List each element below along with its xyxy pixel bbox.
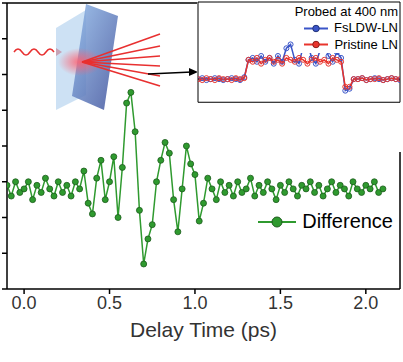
svg-text:2.0: 2.0 [353, 293, 378, 313]
svg-text:0.5: 0.5 [97, 293, 122, 313]
html-text:FsLDW-LN: FsLDW-LN [334, 20, 398, 36]
html-text:Probed at 400 nm: Probed at 400 nm [294, 4, 398, 19]
html-text:Difference: Difference [302, 210, 393, 232]
svg-text:0.0: 0.0 [12, 293, 37, 313]
html-text:Pristine LN: Pristine LN [334, 36, 398, 52]
svg-text:Delay Time (ps): Delay Time (ps) [130, 318, 277, 341]
svg-text:1.5: 1.5 [268, 293, 293, 313]
svg-text:1.0: 1.0 [182, 293, 207, 313]
